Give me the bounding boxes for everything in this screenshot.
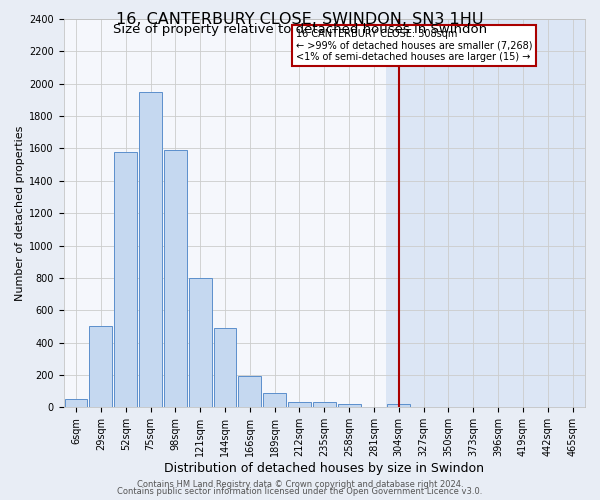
Bar (238, 376, 261, 408)
Bar (288, 402, 311, 407)
Text: Contains HM Land Registry data © Crown copyright and database right 2024.: Contains HM Land Registry data © Crown c… (137, 480, 463, 489)
Bar (65, 400, 88, 407)
Bar (114, 152, 137, 408)
Text: Size of property relative to detached houses in Swindon: Size of property relative to detached ho… (113, 22, 487, 36)
Bar (89, 326, 112, 407)
Bar (139, 92, 162, 408)
Bar (214, 328, 236, 407)
Text: 16 CANTERBURY CLOSE: 308sqm
← >99% of detached houses are smaller (7,268)
<1% of: 16 CANTERBURY CLOSE: 308sqm ← >99% of de… (296, 28, 532, 62)
Bar (189, 278, 212, 407)
Y-axis label: Number of detached properties: Number of detached properties (15, 126, 25, 301)
Bar (313, 402, 336, 407)
Bar (386, 19, 585, 407)
X-axis label: Distribution of detached houses by size in Swindon: Distribution of detached houses by size … (164, 462, 484, 475)
Bar (388, 404, 410, 407)
Text: Contains public sector information licensed under the Open Government Licence v3: Contains public sector information licen… (118, 487, 482, 496)
Bar (263, 393, 286, 407)
Bar (338, 404, 361, 407)
Bar (164, 150, 187, 407)
Text: 16, CANTERBURY CLOSE, SWINDON, SN3 1HU: 16, CANTERBURY CLOSE, SWINDON, SN3 1HU (116, 12, 484, 28)
